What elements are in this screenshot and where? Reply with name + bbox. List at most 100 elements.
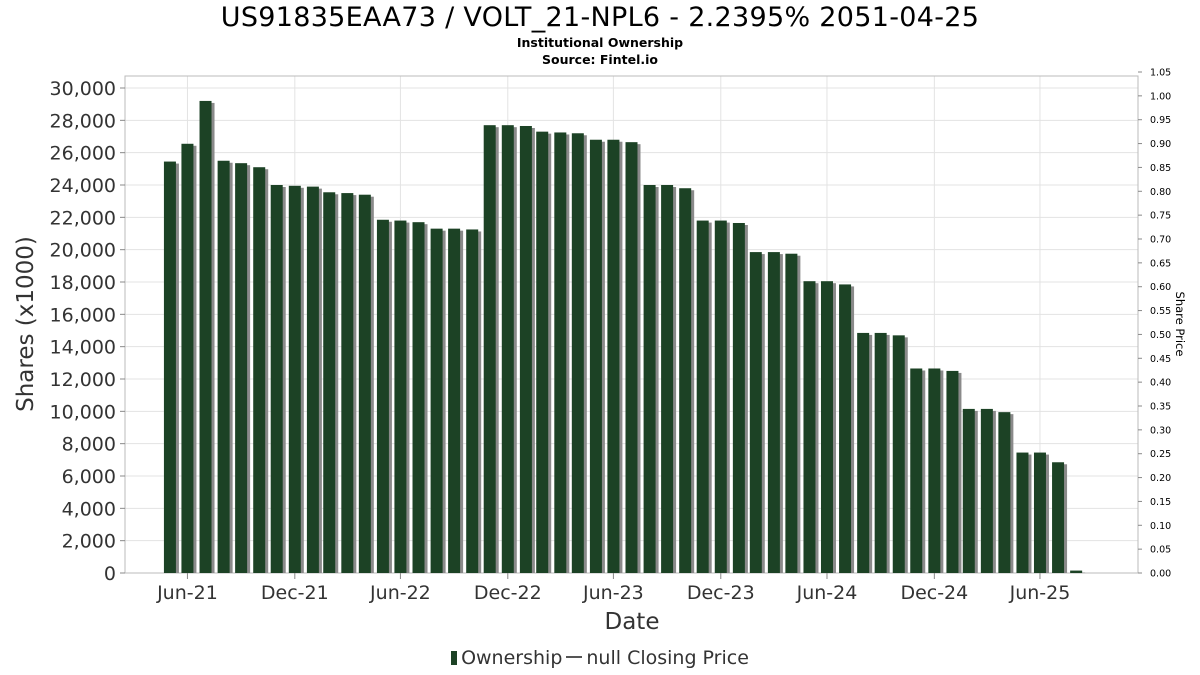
x-tick-label: Jun-25 [1009,582,1071,604]
y2-tick-label: 0.35 [1150,402,1171,413]
y2-tick-label: 0.50 [1150,330,1171,341]
bar [519,125,532,573]
y2-tick-label: 0.65 [1150,258,1171,269]
y2-tick-label: 0.10 [1150,521,1171,532]
bar [785,253,798,574]
y2-tick-label: 0.05 [1150,545,1171,556]
bar [714,220,727,574]
bar [803,281,816,573]
bar [1016,452,1029,573]
legend-ownership: Ownership [461,647,563,669]
legend-closing-price: null Closing Price [586,647,749,669]
bar [181,143,194,573]
bar [679,188,692,573]
bar [1070,570,1083,573]
y-tick-label: 20,000 [50,240,116,262]
bar [928,368,941,573]
bar [448,228,461,573]
y-tick-label: 8,000 [62,434,116,456]
y-tick-label: 28,000 [50,110,116,132]
bar [732,222,745,573]
x-axis-label: Date [605,609,660,635]
ownership-swatch [451,651,458,665]
x-tick-label: Jun-21 [156,582,218,604]
y-tick-label: 22,000 [50,207,116,229]
chart-subtitle: Institutional Ownership [516,35,684,50]
y-tick-label: 4,000 [62,498,116,520]
bar [749,252,762,573]
bar [589,139,602,573]
bar [536,131,549,573]
bar [910,368,923,573]
bar [1052,462,1065,573]
bar [839,284,852,573]
y2-tick-label: 0.85 [1150,163,1171,174]
bar [857,332,870,573]
bar [998,412,1011,573]
bar [946,370,959,573]
bar [217,160,230,573]
y2-tick-label: 0.70 [1150,235,1171,246]
bar [874,332,887,573]
bar [323,192,336,573]
bar [571,133,584,573]
y2-tick-label: 0.30 [1150,425,1171,436]
bar [501,125,514,573]
chart-title: US91835EAA73 / VOLT_21-NPL6 - 2.2395% 20… [220,2,980,33]
bar [1033,452,1046,573]
bar [376,219,389,573]
y2-tick-label: 0.90 [1150,139,1171,150]
closing-price-line-swatch [566,656,583,658]
y2-tick-label: 0.00 [1150,569,1171,580]
left-axis-ticks: 0 2,000 4,000 6,000 8,000 10,000 12,000 14,000 1… [50,78,125,585]
chart-source: Source: Fintel.io [542,52,658,67]
y2-tick-label: 1.05 [1150,68,1171,79]
bar [696,220,709,574]
y-tick-label: 24,000 [50,175,116,197]
y-tick-label: 2,000 [62,531,116,553]
y-tick-label: 0 [104,563,116,585]
y-tick-label: 26,000 [50,143,116,165]
bar [980,408,993,573]
x-tick-label: Jun-22 [369,582,431,604]
legend: Ownership null Closing Price [0,647,1200,669]
bar [253,167,266,573]
x-axis-ticks: Jun-21 Dec-21 Jun-22 Dec-22 Jun-23 Dec-23 Jun-… [156,573,1070,604]
y2-tick-label: 0.55 [1150,306,1171,317]
bar [892,335,905,573]
bar [643,185,656,573]
x-tick-label: Dec-23 [687,582,755,604]
y2-tick-label: 0.95 [1150,115,1171,126]
bar [341,193,354,574]
bar [607,139,620,573]
y2-axis-label: Share Price [1173,292,1187,357]
bar [412,222,425,573]
x-tick-label: Dec-22 [474,582,542,604]
y2-tick-label: 0.25 [1150,449,1171,460]
bar [554,132,567,574]
bar [394,220,407,574]
y-tick-label: 16,000 [50,304,116,326]
y2-tick-label: 0.75 [1150,211,1171,222]
y2-tick-label: 0.80 [1150,187,1171,198]
bar [466,229,479,574]
y-axis-label: Shares (x1000) [13,236,39,412]
x-tick-label: Jun-23 [582,582,644,604]
bar [199,100,212,573]
x-tick-label: Dec-21 [261,582,329,604]
right-axis-ticks: 0.00 0.05 0.10 0.15 0.20 0.25 0.30 0.35 0.40 0.45… [1138,68,1171,580]
y2-tick-label: 0.40 [1150,378,1171,389]
y-tick-label: 18,000 [50,272,116,294]
x-tick-label: Jun-24 [796,582,858,604]
y-tick-label: 10,000 [50,401,116,423]
bar [306,186,319,573]
y2-tick-label: 0.20 [1150,473,1171,484]
bar [430,228,443,573]
y-tick-label: 30,000 [50,78,116,100]
bar [163,161,176,573]
x-tick-label: Dec-24 [900,582,968,604]
bar [767,252,780,573]
bar [820,281,833,573]
bar [288,185,301,573]
